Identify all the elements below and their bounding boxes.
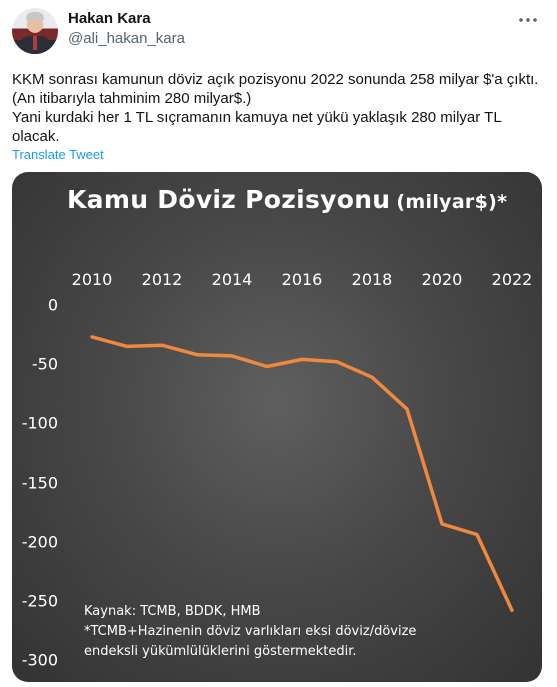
avatar[interactable] — [12, 8, 58, 54]
chart-footnote-line: endeksli yükümlülüklerini göstermektedir… — [84, 644, 357, 659]
series-line — [90, 335, 514, 613]
tweet-text-line: KKM sonrası kamunun döviz açık pozisyonu… — [12, 71, 539, 107]
chart-source-note: Kaynak: TCMB, BDDK, HMB — [84, 604, 261, 619]
y-tick-label: -150 — [21, 473, 58, 492]
x-tick-label: 2016 — [281, 270, 323, 289]
y-tick-label: -50 — [31, 354, 58, 374]
y-tick-label: -250 — [21, 591, 58, 611]
translate-tweet-link[interactable]: Translate Tweet — [12, 147, 104, 162]
chart-footnote-line: *TCMB+Hazinenin döviz varlıkları eksi dö… — [84, 624, 417, 639]
y-tick-label: 0 — [47, 295, 58, 315]
y-tick-label: -300 — [21, 650, 58, 670]
x-tick-label: 2018 — [351, 270, 393, 289]
tweet-image-chart[interactable]: Kamu Döviz Pozisyonu (milyar$)* 2010 2012 2… — [12, 172, 542, 682]
y-tick-label: -200 — [21, 532, 58, 552]
x-tick-label: 2014 — [211, 270, 253, 289]
chart-title: Kamu Döviz Pozisyonu (milyar$)* — [67, 185, 507, 214]
author-handle[interactable]: @ali_hakan_kara — [68, 30, 185, 47]
y-tick-label: -100 — [21, 413, 58, 433]
x-tick-label: 2020 — [421, 270, 463, 289]
tweet-text: KKM sonrası kamunun döviz açık pozisyonu… — [12, 70, 542, 146]
chart-title-unit: (milyar$)* — [396, 191, 508, 213]
chart-notes: Kaynak: TCMB, BDDK, HMB *TCMB+Hazinenin … — [84, 602, 416, 662]
chart-plot — [90, 335, 514, 613]
more-dots-svg — [519, 18, 537, 22]
tweet-text-line: Yani kurdaki her 1 TL sıçramanın kamuya … — [12, 109, 502, 145]
author-name[interactable]: Hakan Kara — [68, 10, 151, 27]
more-horizontal-icon[interactable] — [513, 10, 543, 30]
x-tick-label: 2022 — [491, 270, 533, 289]
x-tick-label: 2012 — [141, 270, 183, 289]
avatar-tie — [33, 36, 37, 50]
chart-title-text: Kamu Döviz Pozisyonu — [67, 185, 391, 214]
x-tick-label: 2010 — [71, 270, 113, 289]
avatar-hair — [26, 12, 44, 20]
